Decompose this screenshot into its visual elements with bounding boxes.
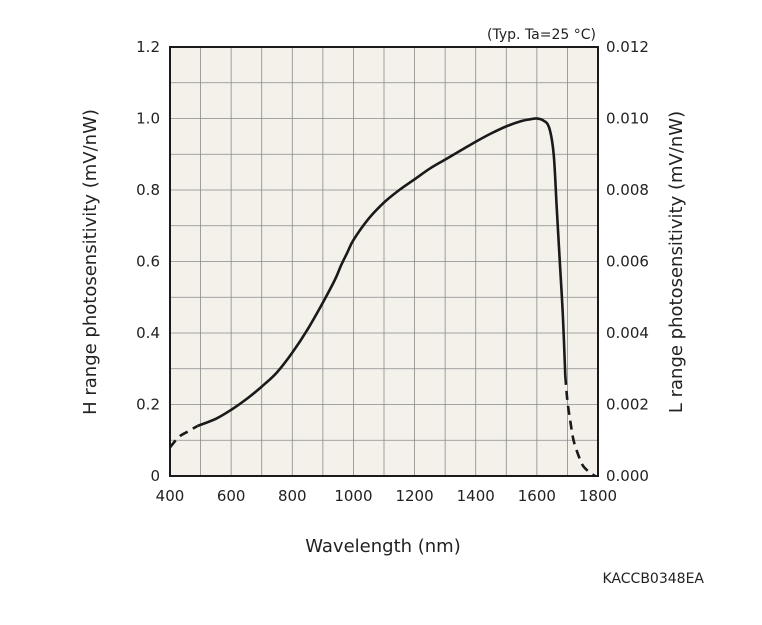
condition-note: (Typ. Ta=25 °C): [487, 27, 596, 43]
right-y-tick-label: 0.002: [606, 396, 649, 414]
left-y-tick-label: 0.6: [136, 253, 160, 271]
left-y-tick-label: 0.8: [136, 181, 160, 199]
x-axis-title: Wavelength (nm): [305, 536, 461, 557]
right-y-axis-title: L range photosensitivity (mV/nW): [666, 111, 687, 413]
series-line-solid: [197, 117, 567, 428]
right-y-tick-label: 0.004: [606, 324, 649, 342]
series-line-dashed: [168, 424, 199, 449]
x-tick-label: 1000: [334, 487, 372, 505]
x-tick-label: 1200: [395, 487, 433, 505]
right-y-tick-label: 0.008: [606, 181, 649, 199]
x-tick-label: 400: [156, 487, 185, 505]
left-y-tick-label: 1.0: [136, 110, 160, 128]
left-y-axis-title: H range photosensitivity (mV/nW): [80, 109, 101, 415]
figure-code: KACCB0348EA: [603, 571, 705, 587]
right-y-tick-label: 0.012: [606, 38, 649, 56]
plot-frame: [169, 46, 599, 477]
x-tick-label: 1400: [457, 487, 495, 505]
left-y-tick-label: 0.2: [136, 396, 160, 414]
left-y-tick-label: 0.4: [136, 324, 160, 342]
left-y-tick-labels: 0 0.2 0.4 0.6 0.8 1.0 1.2: [136, 38, 160, 485]
left-y-tick-label: 1.2: [136, 38, 160, 56]
right-y-tick-label: 0.006: [606, 253, 649, 271]
x-tick-label: 1800: [579, 487, 617, 505]
right-y-tick-label: 0.010: [606, 110, 649, 128]
data-series: [168, 117, 596, 478]
x-tick-label: 600: [217, 487, 246, 505]
grid-lines: [170, 47, 598, 476]
x-tick-label: 800: [278, 487, 307, 505]
x-tick-label: 1600: [518, 487, 556, 505]
x-tick-labels: 400 600 800 1000 1200 1400 1600 1800: [156, 487, 617, 505]
right-y-tick-labels: 0.000 0.002 0.004 0.006 0.008 0.010 0.012: [606, 38, 649, 485]
right-y-tick-label: 0.000: [606, 467, 649, 485]
left-y-tick-label: 0: [150, 467, 160, 485]
